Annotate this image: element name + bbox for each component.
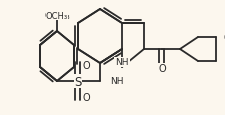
Text: O: O — [158, 63, 165, 73]
Text: O: O — [158, 63, 165, 73]
Text: O: O — [223, 33, 225, 43]
Text: O: O — [223, 33, 225, 43]
Text: NH: NH — [114, 58, 129, 67]
Text: O: O — [83, 92, 90, 102]
Text: OCH₃: OCH₃ — [44, 11, 70, 21]
Text: O: O — [83, 60, 90, 70]
Text: S: S — [75, 76, 81, 86]
Text: NH: NH — [110, 76, 124, 86]
Text: O: O — [83, 60, 90, 70]
Text: OCH₃: OCH₃ — [46, 12, 68, 21]
Text: S: S — [74, 75, 81, 88]
Text: O: O — [83, 92, 90, 102]
Text: NH: NH — [115, 58, 128, 66]
Text: NH: NH — [110, 77, 123, 86]
